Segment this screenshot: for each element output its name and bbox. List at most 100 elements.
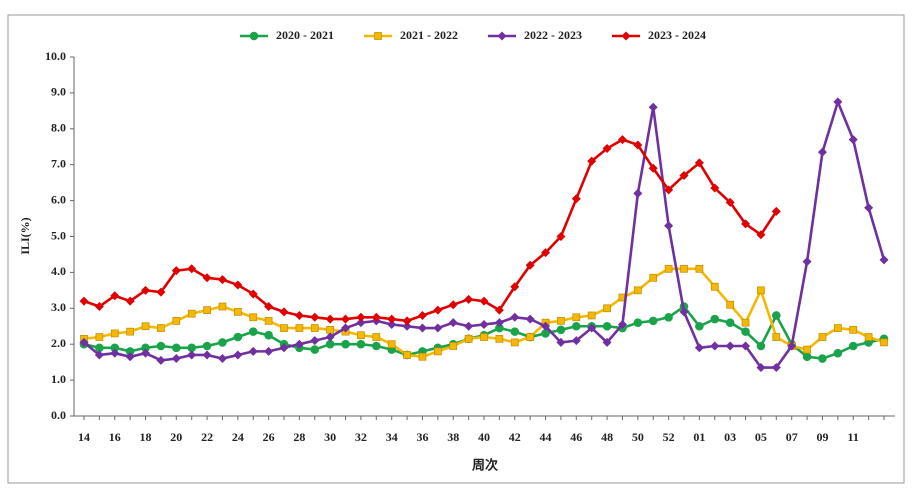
data-point <box>464 294 474 304</box>
data-point <box>818 354 827 363</box>
legend-label: 2021 - 2022 <box>400 28 458 42</box>
data-point <box>864 203 874 213</box>
data-point <box>480 333 488 341</box>
x-tick-label: 09 <box>816 430 828 444</box>
data-point <box>402 321 412 331</box>
y-tick-label: 0.0 <box>51 408 66 422</box>
data-point <box>880 338 888 347</box>
y-tick-label: 5.0 <box>51 228 66 242</box>
data-point <box>817 147 827 157</box>
data-point <box>94 350 104 360</box>
data-point <box>664 221 674 231</box>
data-point <box>125 296 135 306</box>
data-point <box>479 319 489 329</box>
data-point <box>187 309 196 318</box>
data-point <box>264 330 273 340</box>
data-point <box>541 321 551 331</box>
data-point <box>848 135 858 145</box>
x-tick-label: 01 <box>693 430 705 444</box>
y-axis-label: ILI(%) <box>18 217 32 254</box>
x-tick-label: 11 <box>848 430 859 444</box>
data-point <box>233 280 243 290</box>
data-point <box>141 285 151 295</box>
data-point <box>326 325 335 334</box>
x-tick-label: 07 <box>786 430 798 444</box>
data-point <box>172 317 181 325</box>
data-point <box>602 144 612 154</box>
x-tick-label: 52 <box>663 430 675 444</box>
data-point <box>710 314 720 324</box>
data-point <box>264 302 274 312</box>
y-tick-label: 9.0 <box>51 85 66 99</box>
data-point <box>464 321 474 331</box>
x-tick-label: 42 <box>509 430 521 444</box>
data-point <box>264 346 274 356</box>
data-point <box>110 348 120 358</box>
data-point <box>218 338 227 347</box>
x-tick-label: 50 <box>632 430 644 444</box>
data-point <box>402 316 412 326</box>
data-point <box>202 341 212 351</box>
data-point <box>417 310 427 320</box>
data-point <box>648 163 658 173</box>
data-point <box>295 324 304 332</box>
data-point <box>433 305 443 315</box>
data-point <box>695 321 704 331</box>
x-axis-label: 周次 <box>472 458 498 474</box>
data-point <box>249 313 258 322</box>
data-point <box>156 341 166 351</box>
data-point <box>387 340 396 349</box>
data-point <box>633 188 643 198</box>
data-point <box>818 333 827 341</box>
data-point <box>248 327 258 336</box>
data-point <box>433 323 443 333</box>
x-tick-label: 30 <box>324 430 336 444</box>
series-line <box>83 138 778 323</box>
data-point <box>695 264 704 273</box>
data-point <box>449 342 458 350</box>
data-point <box>94 302 104 312</box>
data-point <box>757 286 765 295</box>
x-tick-label: 18 <box>140 430 152 444</box>
data-point <box>156 287 166 297</box>
data-point <box>310 345 320 354</box>
data-point <box>510 338 519 347</box>
data-point <box>372 333 381 341</box>
data-point <box>710 341 720 351</box>
legend-label: 2020 - 2021 <box>276 28 334 42</box>
data-point <box>202 350 212 360</box>
legend-label: 2023 - 2024 <box>648 28 706 42</box>
data-point <box>756 363 766 373</box>
data-point <box>248 346 258 356</box>
chart-frame <box>7 14 905 484</box>
data-point <box>556 325 566 335</box>
data-point <box>95 343 104 353</box>
y-tick-label: 3.0 <box>51 300 66 314</box>
data-point <box>556 232 566 241</box>
data-point <box>587 311 596 320</box>
x-tick-label: 16 <box>109 430 121 444</box>
data-point <box>187 350 197 360</box>
data-point <box>448 300 458 310</box>
data-point <box>541 248 551 258</box>
data-point <box>294 310 304 320</box>
data-point <box>848 341 858 351</box>
data-point <box>279 343 289 353</box>
y-tick-label: 2.0 <box>51 336 66 350</box>
data-point <box>787 341 797 351</box>
data-point <box>525 314 535 324</box>
data-point <box>864 333 873 341</box>
x-tick-label: 44 <box>540 430 552 444</box>
data-point <box>157 324 165 332</box>
y-tick-label: 1.0 <box>51 372 66 386</box>
data-point <box>726 300 735 309</box>
data-point <box>879 255 889 265</box>
x-tick-label: 22 <box>201 430 213 444</box>
legend-marker <box>374 32 382 40</box>
data-point <box>156 355 166 365</box>
data-point <box>617 135 627 145</box>
x-tick-label: 48 <box>601 430 613 444</box>
data-point <box>664 185 674 195</box>
data-point <box>725 318 735 327</box>
